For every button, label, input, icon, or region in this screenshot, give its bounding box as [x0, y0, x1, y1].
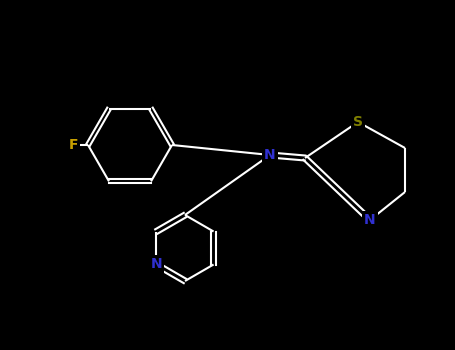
- Text: N: N: [264, 148, 276, 162]
- Text: N: N: [364, 213, 376, 227]
- Text: S: S: [353, 115, 363, 129]
- Text: N: N: [151, 258, 162, 272]
- Text: F: F: [68, 138, 78, 152]
